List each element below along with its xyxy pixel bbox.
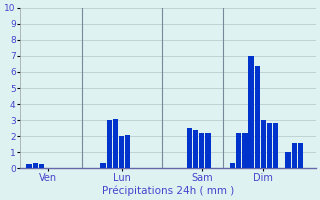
Bar [248,56,254,168]
Bar [33,163,38,168]
Bar [199,133,204,168]
Bar [242,133,248,168]
Bar [125,135,130,168]
Bar [273,123,278,168]
Bar [119,136,124,168]
Bar [236,133,241,168]
Bar [205,133,211,168]
Bar [298,143,303,168]
Bar [267,123,272,168]
Bar [285,152,291,168]
Bar [255,66,260,168]
Bar [230,163,235,168]
Bar [100,163,106,168]
Bar [261,120,266,168]
Bar [27,164,32,168]
Bar [193,130,198,168]
Bar [187,128,192,168]
Bar [107,120,112,168]
Bar [39,164,44,168]
Bar [113,119,118,168]
Bar [292,143,297,168]
X-axis label: Précipitations 24h ( mm ): Précipitations 24h ( mm ) [102,185,234,196]
